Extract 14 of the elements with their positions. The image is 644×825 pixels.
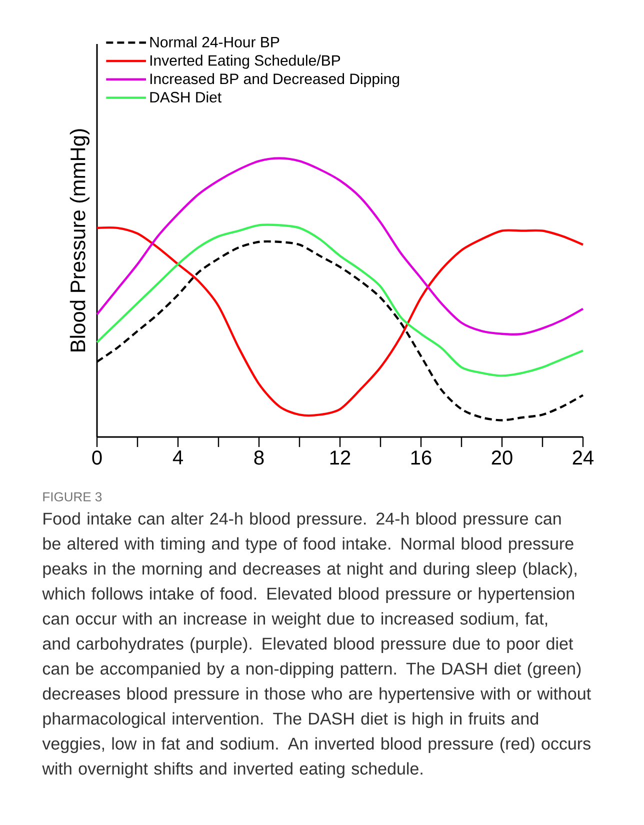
- legend-label: Normal 24-Hour BP: [150, 36, 280, 48]
- x-tick-label: 0: [92, 450, 102, 465]
- x-tick-label: 16: [411, 450, 432, 465]
- x-tick-label: 4: [172, 450, 183, 464]
- x-tick-label: 8: [254, 450, 264, 465]
- y-axis-title: Blood Pressure (mmHg): [70, 129, 90, 352]
- legend-label: Inverted Eating Schedule/BP: [150, 54, 340, 69]
- text: Food intake can alter 24-h blood pressure. 24-h blood pressure can be altered with timing and type of food intake. Normal blood pressure peaks in the morning and decreases at night and during sleep (black), which follows intake of food. Elevated blood pressure or hypertension can occur with an increase in weight due to increased sodium, fat, and carbohydrates (purple). Elevated blood pressure due to poor diet can be accompanied by a non-dipping pattern. The DASH diet (green) decreases blood pressure in those who are hypertensive with or without pharmacological intervention. The DASH diet is high in fruits and veggies, low in fat and sodium. An inverted blood pressure (red) occurs with overnight shifts and inverted eating schedule.: [42, 512, 591, 778]
- legend-label: Increased BP and Decreased Dipping: [150, 73, 400, 88]
- x-tick-label: 12: [330, 450, 350, 465]
- legend-label: DASH Diet: [150, 92, 222, 103]
- caption: FIGURE 3: [43, 492, 102, 502]
- x-tick-label: 20: [492, 450, 512, 465]
- x-tick-label: 24: [572, 450, 594, 465]
